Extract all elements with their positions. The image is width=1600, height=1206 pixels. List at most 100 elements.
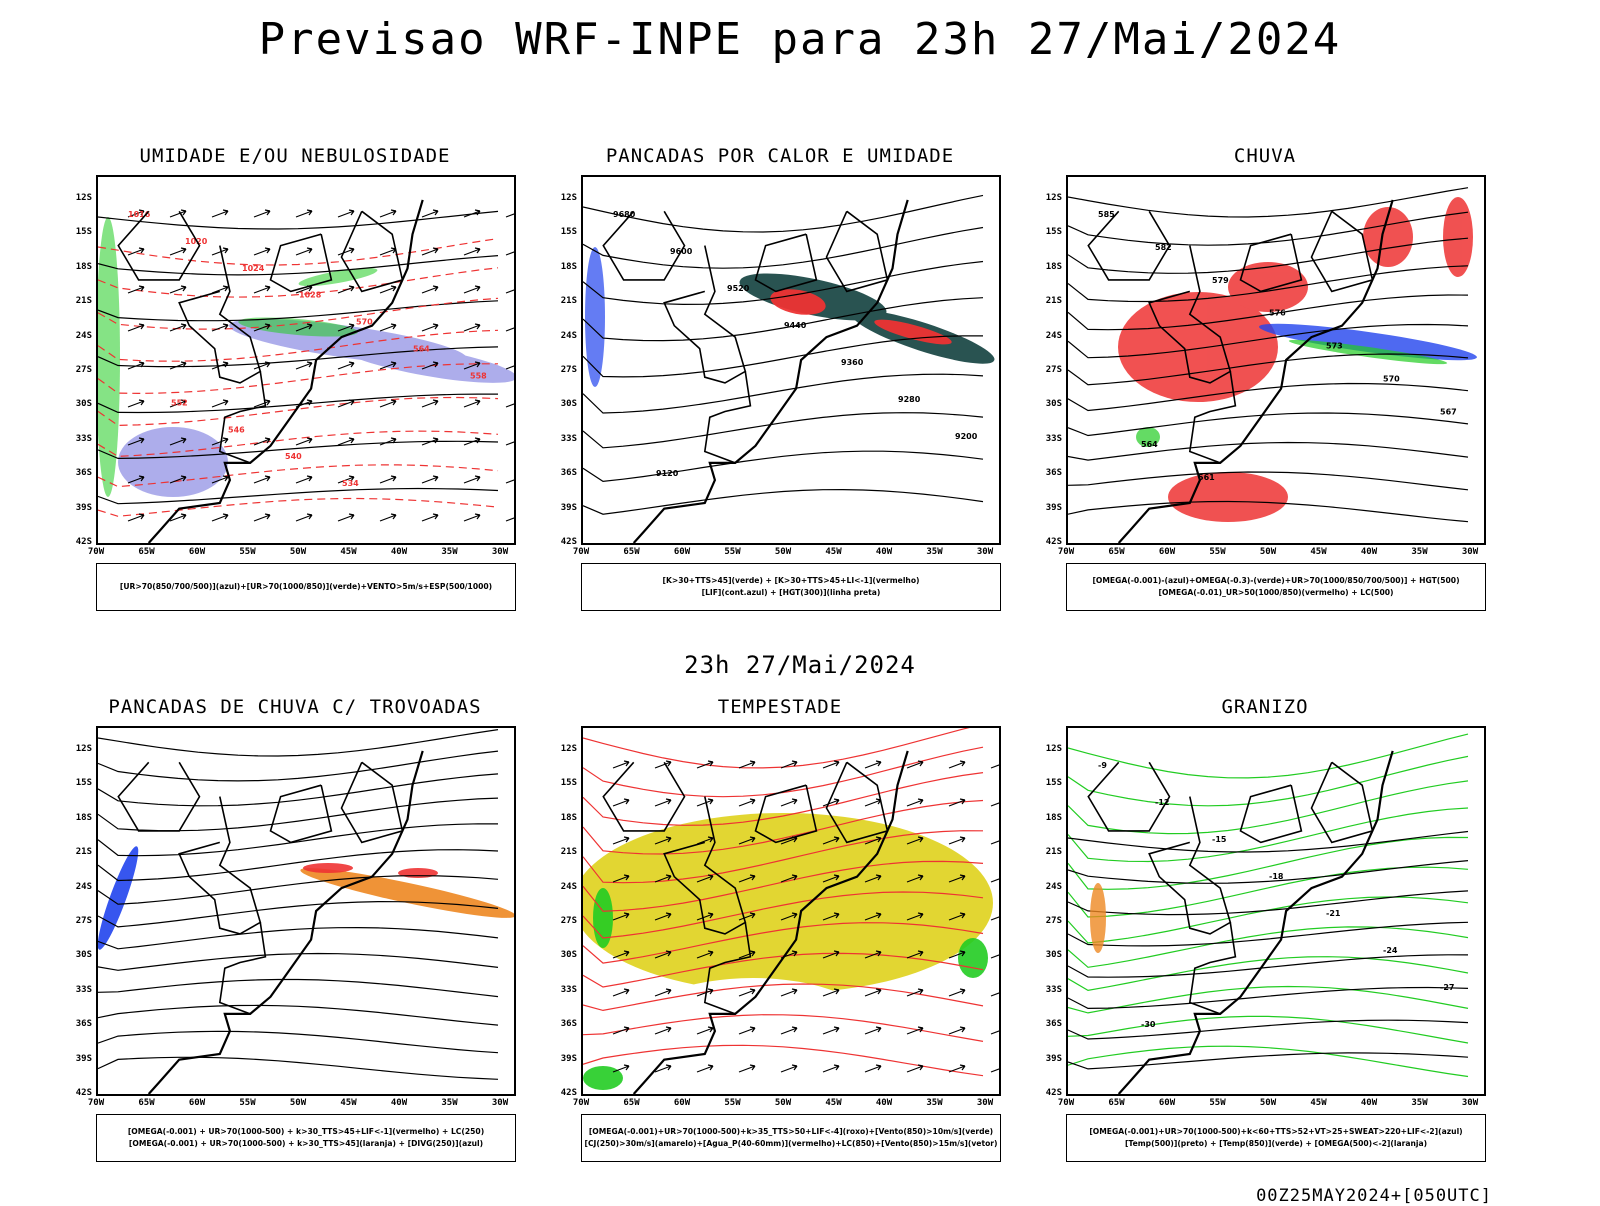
temp850-contours xyxy=(1068,733,1469,1078)
border-line xyxy=(340,761,404,844)
contour-line xyxy=(1068,500,1469,523)
field-area xyxy=(583,1066,623,1090)
lon-tick-label: 30W xyxy=(1461,1098,1479,1108)
lat-tick-label: 12S xyxy=(560,193,577,203)
wind-vector xyxy=(864,1026,882,1035)
lon-tick-label: 60W xyxy=(188,547,206,557)
contour-line xyxy=(98,238,499,266)
wind-vector xyxy=(421,437,439,446)
border-line xyxy=(178,245,262,384)
contour-line xyxy=(98,773,499,807)
map-svg xyxy=(98,729,514,1094)
lat-tick-label: 18S xyxy=(1045,261,1062,272)
border-line xyxy=(825,761,889,844)
contour-line xyxy=(98,329,499,362)
lon-tick-label: 55W xyxy=(239,1098,256,1108)
valid-time-subtitle: 23h 27/Mai/2024 xyxy=(684,651,916,679)
lat-tick-label: 33S xyxy=(560,433,577,444)
wind-vector xyxy=(505,403,514,408)
wind-vector xyxy=(421,247,439,256)
contour-label: 564 xyxy=(1141,440,1158,449)
wind-vector xyxy=(211,361,229,370)
border-line xyxy=(1239,233,1303,293)
lon-tick-label: 55W xyxy=(239,547,256,557)
lon-tick-label: 55W xyxy=(1209,547,1226,557)
wind-vector xyxy=(612,1064,630,1073)
map-frame xyxy=(581,726,1001,1096)
lifted-index xyxy=(585,247,605,387)
lon-tick-label: 70W xyxy=(87,547,105,557)
lat-tick-label: 24S xyxy=(1045,330,1062,341)
omega-blue xyxy=(1259,323,1477,361)
border-line xyxy=(1310,210,1374,293)
contour-label: 1024 xyxy=(242,264,265,273)
wind-vector xyxy=(990,802,999,807)
field-area xyxy=(303,863,353,873)
contour-label: 9120 xyxy=(656,469,679,478)
border-line xyxy=(1310,761,1374,844)
lat-tick-label: 12S xyxy=(1045,193,1062,203)
wind-vector xyxy=(463,475,481,484)
field-area xyxy=(1443,197,1473,277)
wind-vector xyxy=(379,323,397,332)
lat-tick-label: 42S xyxy=(1045,1088,1062,1098)
lat-tick-label: 18S xyxy=(75,261,92,272)
wind-vector xyxy=(211,513,229,522)
contour-line xyxy=(583,335,984,378)
lat-tick-label: 30S xyxy=(560,950,577,961)
lat-tick-label: 21S xyxy=(1045,847,1062,858)
wind-vector xyxy=(169,285,187,294)
hgt500-contours xyxy=(1068,187,1469,523)
map-frame xyxy=(96,726,516,1096)
lon-tick-label: 30W xyxy=(491,547,509,557)
wind-vector xyxy=(337,209,355,218)
lon-tick-label: 65W xyxy=(623,547,640,557)
coastline xyxy=(147,199,424,543)
instability-red xyxy=(770,289,952,345)
lat-tick-label: 42S xyxy=(560,1088,577,1098)
wind-vector xyxy=(612,950,630,959)
lat-tick-label: 39S xyxy=(1045,502,1062,513)
contour-line xyxy=(1068,733,1469,779)
divergence-blue xyxy=(98,846,139,950)
lat-tick-label: 12S xyxy=(560,744,577,754)
contour-line xyxy=(98,978,499,998)
lat-tick-label: 21S xyxy=(560,296,577,307)
streamlines xyxy=(98,729,499,1080)
contour-line xyxy=(98,926,499,950)
contour-label: 573 xyxy=(1326,342,1343,351)
contour-line xyxy=(1068,954,1469,978)
panel-legend: [K>30+TTS>45](verde) + [K>30+TTS>45+LI<-… xyxy=(581,563,1001,611)
wind-vector xyxy=(463,209,481,218)
wind-vector xyxy=(463,323,481,332)
contour-label: 579 xyxy=(1212,276,1229,285)
panel-legend: [OMEGA(-0.001) + UR>70(1000-500) + k>30_… xyxy=(96,1114,516,1162)
border-line xyxy=(602,761,686,832)
contour-line xyxy=(98,497,499,517)
coastline xyxy=(1117,750,1394,1094)
lat-tick-label: 30S xyxy=(1045,399,1062,410)
wind-vector xyxy=(654,1064,672,1073)
field-area xyxy=(238,317,358,337)
contour-line xyxy=(1068,1052,1469,1070)
wind-vector xyxy=(864,874,882,883)
wind-vector xyxy=(654,836,672,845)
lat-tick-label: 39S xyxy=(560,502,577,513)
wind-vector xyxy=(612,836,630,845)
wind-vector xyxy=(738,950,756,959)
lon-tick-label: 35W xyxy=(926,547,943,557)
contour-line xyxy=(1068,755,1469,807)
contour-line xyxy=(1068,412,1469,437)
wind-vector xyxy=(864,950,882,959)
contour-line xyxy=(98,393,498,414)
lon-tick-label: 70W xyxy=(572,547,590,557)
panel-title: PANCADAS POR CALOR E UMIDADE xyxy=(605,145,955,167)
border-line xyxy=(117,210,201,281)
wind-vector xyxy=(421,399,439,408)
border-line xyxy=(269,233,333,293)
wind-vector xyxy=(169,323,187,332)
contour-line xyxy=(583,194,984,233)
contour-line xyxy=(1068,1019,1469,1040)
contour-line xyxy=(1068,780,1469,835)
lon-tick-label: 35W xyxy=(926,1098,943,1108)
